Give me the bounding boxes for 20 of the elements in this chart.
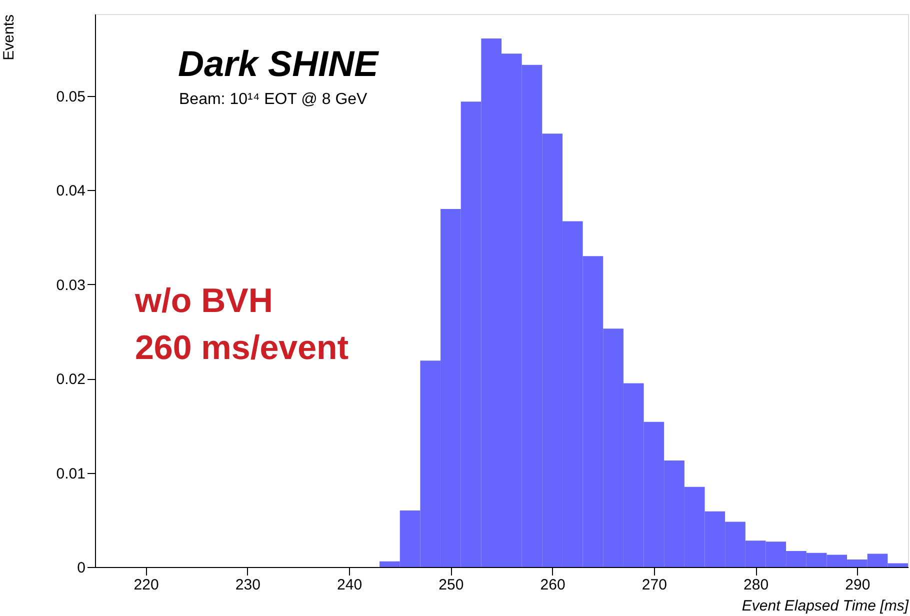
text: Dark SHINE — [178, 43, 380, 84]
x-axis-title: Event Elapsed Time [ms] — [742, 598, 910, 614]
x-tick-label: 220 — [134, 576, 159, 594]
y-tick-label: 0.01 — [56, 465, 86, 482]
y-tick-label: 0.04 — [56, 182, 86, 200]
y-tick-label: 0.05 — [56, 88, 86, 106]
x-tick-label: 270 — [642, 576, 667, 594]
y-tick-label: 0 — [77, 560, 86, 576]
x-tick-label: 290 — [845, 576, 870, 594]
x-tick-label: 280 — [744, 576, 769, 594]
x-tick-label: 260 — [540, 576, 566, 594]
y-axis-title: Events — [0, 14, 18, 60]
y-tick-label: 0.02 — [56, 371, 86, 388]
text: Beam: 10¹⁴ EOT @ 8 GeV — [179, 91, 368, 108]
x-tick-label: 230 — [235, 576, 260, 594]
x-tick-label: 240 — [337, 576, 362, 594]
x-tick-label: 250 — [438, 576, 464, 594]
annotation: 260 ms/event — [135, 329, 349, 367]
annotation: w/o BVH — [134, 282, 273, 320]
y-tick-label: 0.03 — [56, 276, 86, 294]
